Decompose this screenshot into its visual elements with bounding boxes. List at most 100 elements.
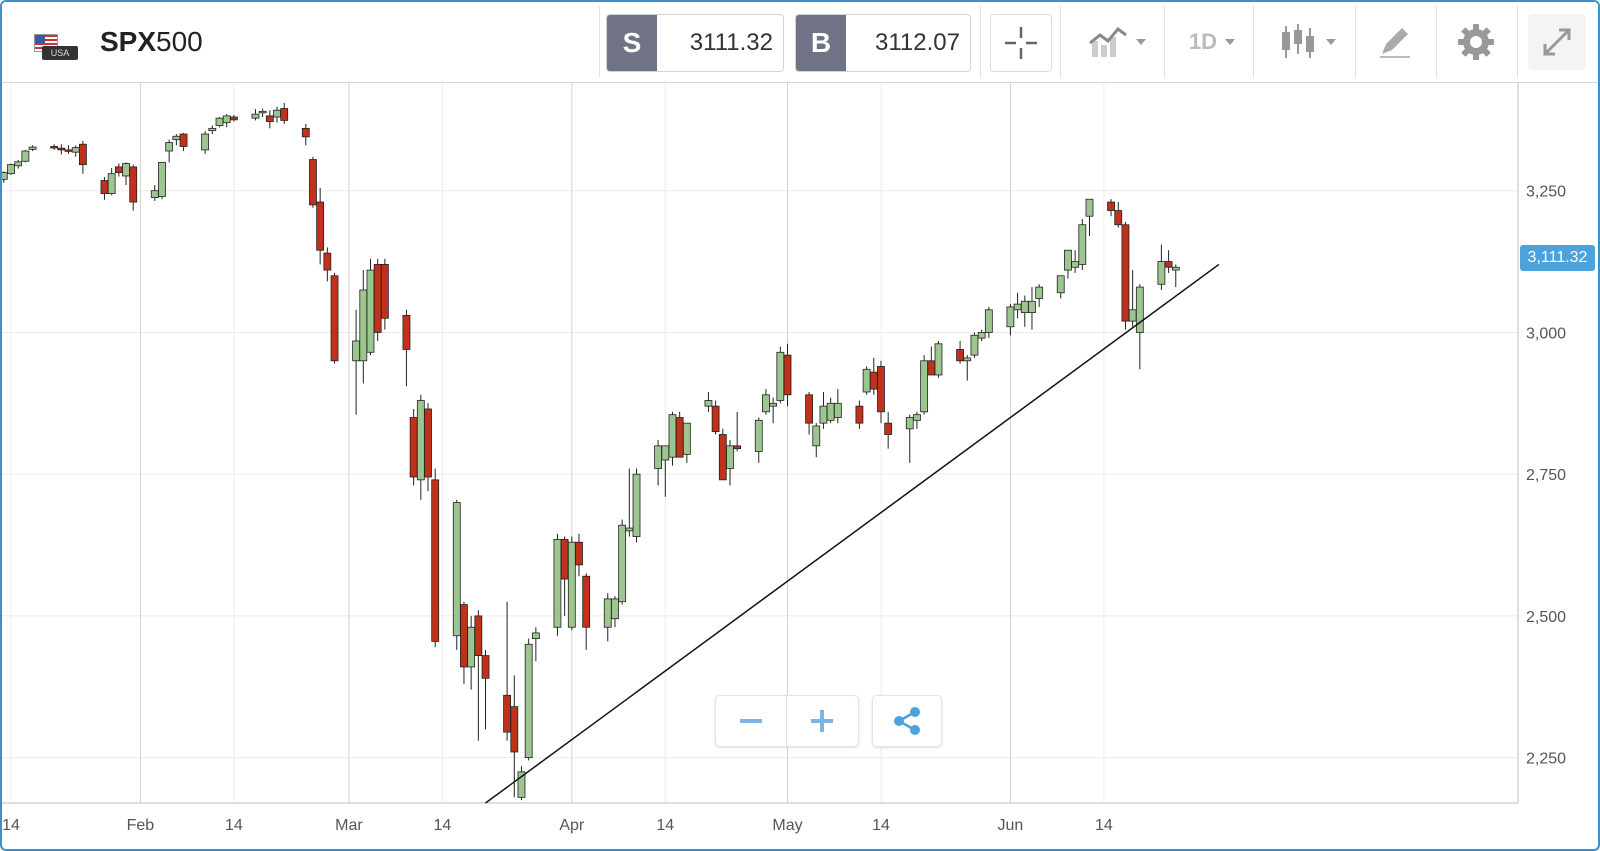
candle-up	[14, 161, 23, 167]
candle-up	[654, 445, 662, 469]
toolbar-divider	[1355, 6, 1356, 78]
buy-button[interactable]: B 3112.07	[795, 14, 971, 72]
candle-up	[107, 173, 116, 194]
candle-down	[301, 127, 310, 138]
toolbar-divider	[1060, 6, 1061, 78]
candle-up	[1064, 249, 1072, 271]
share-icon	[894, 707, 920, 735]
candle-up	[567, 541, 576, 628]
x-tick-label: Feb	[127, 817, 155, 834]
x-tick-label: May	[772, 817, 802, 834]
candle-up	[1135, 286, 1144, 333]
buy-label: B	[796, 15, 846, 71]
candle-up	[517, 771, 526, 798]
candle-up	[1056, 275, 1065, 294]
candle-up	[682, 422, 691, 455]
candle-up	[158, 161, 166, 197]
candle-up	[970, 334, 979, 356]
candle-up	[258, 110, 267, 114]
chevron-down-icon	[1136, 39, 1146, 45]
candle-up	[28, 146, 37, 150]
candle-down	[783, 354, 792, 396]
timeframe-label: 1D	[1188, 29, 1218, 54]
candle-down	[481, 655, 490, 679]
crosshair-button[interactable]	[990, 14, 1052, 72]
candle-down	[265, 115, 274, 122]
candle-down	[100, 180, 109, 194]
candle-down	[510, 706, 519, 753]
toolbar-divider	[599, 6, 600, 78]
candle-down	[575, 541, 583, 566]
candle-up	[603, 598, 612, 628]
chart-type-dropdown[interactable]	[1072, 14, 1162, 70]
candle-up	[1028, 300, 1036, 314]
candle-up	[812, 425, 821, 447]
instrument-symbol: SPX500	[100, 26, 203, 58]
candle-down	[718, 434, 727, 481]
current-price-tag: 3,111.32	[1520, 245, 1595, 271]
settings-button[interactable]	[1446, 14, 1506, 70]
candle-down	[380, 264, 389, 319]
candle-up	[553, 538, 562, 628]
candle-up	[359, 289, 368, 362]
candle-down	[50, 146, 59, 149]
candle-up	[977, 332, 986, 339]
x-tick-label: Mar	[335, 817, 363, 834]
sell-price: 3111.32	[689, 29, 773, 56]
candle-down	[855, 405, 864, 424]
crosshair-icon	[1005, 27, 1037, 59]
candle-up	[208, 127, 217, 132]
candle-down	[129, 166, 138, 203]
candle-up	[618, 524, 627, 603]
share-button[interactable]	[872, 695, 942, 747]
candle-up	[762, 394, 770, 413]
x-tick-label: 14	[656, 817, 674, 834]
candle-down	[927, 360, 936, 376]
price-chart[interactable]: 2,250 2,500 2,750 3,000 3,250 14 Feb 14 Mar 14 Apr…	[2, 83, 1598, 849]
zoom-divider	[786, 696, 787, 746]
fullscreen-button[interactable]	[1528, 14, 1586, 70]
candle-up	[165, 142, 174, 152]
candle-up	[905, 417, 914, 430]
candle-up	[71, 147, 80, 153]
candle-down	[330, 275, 339, 362]
candle-down	[57, 147, 66, 151]
candle-down	[431, 479, 440, 642]
candle-up	[668, 414, 677, 458]
draw-tools-button[interactable]	[1364, 14, 1424, 70]
candle-up	[122, 163, 130, 177]
x-tick-label: Apr	[559, 817, 585, 834]
x-tick-label: 14	[225, 817, 243, 834]
chevron-down-icon	[1326, 39, 1336, 45]
sell-label: S	[607, 15, 657, 71]
toolbar-divider	[1253, 6, 1254, 78]
x-tick-label: 14	[1095, 817, 1113, 834]
zoom-out-button[interactable]	[716, 696, 786, 746]
x-tick-label: 14	[433, 817, 451, 834]
y-tick-label: 2,750	[1526, 467, 1566, 484]
candle-down	[1121, 224, 1130, 322]
sell-button[interactable]: S 3111.32	[606, 14, 784, 72]
timeframe-dropdown[interactable]: 1D	[1172, 14, 1252, 70]
candle-down	[64, 149, 73, 152]
candle-down	[424, 408, 432, 478]
expand-icon	[1543, 28, 1571, 56]
candle-down	[78, 143, 87, 166]
candle-up	[1035, 286, 1044, 299]
gear-icon	[1458, 24, 1494, 60]
line-chart-icon	[1089, 26, 1127, 57]
candle-down	[1107, 201, 1115, 211]
symbol-bold: SPX	[100, 26, 157, 57]
candle-down	[877, 366, 885, 413]
candle-style-dropdown[interactable]	[1264, 14, 1350, 70]
symbol-rest: 500	[156, 26, 203, 57]
candle-down	[402, 315, 411, 350]
candle-up	[1157, 261, 1166, 285]
candle-down	[460, 604, 468, 668]
candle-up	[1006, 306, 1015, 328]
zoom-in-button[interactable]	[787, 696, 857, 746]
candle-down	[582, 575, 591, 628]
candle-down	[560, 538, 569, 580]
x-tick-label: 14	[2, 817, 20, 834]
